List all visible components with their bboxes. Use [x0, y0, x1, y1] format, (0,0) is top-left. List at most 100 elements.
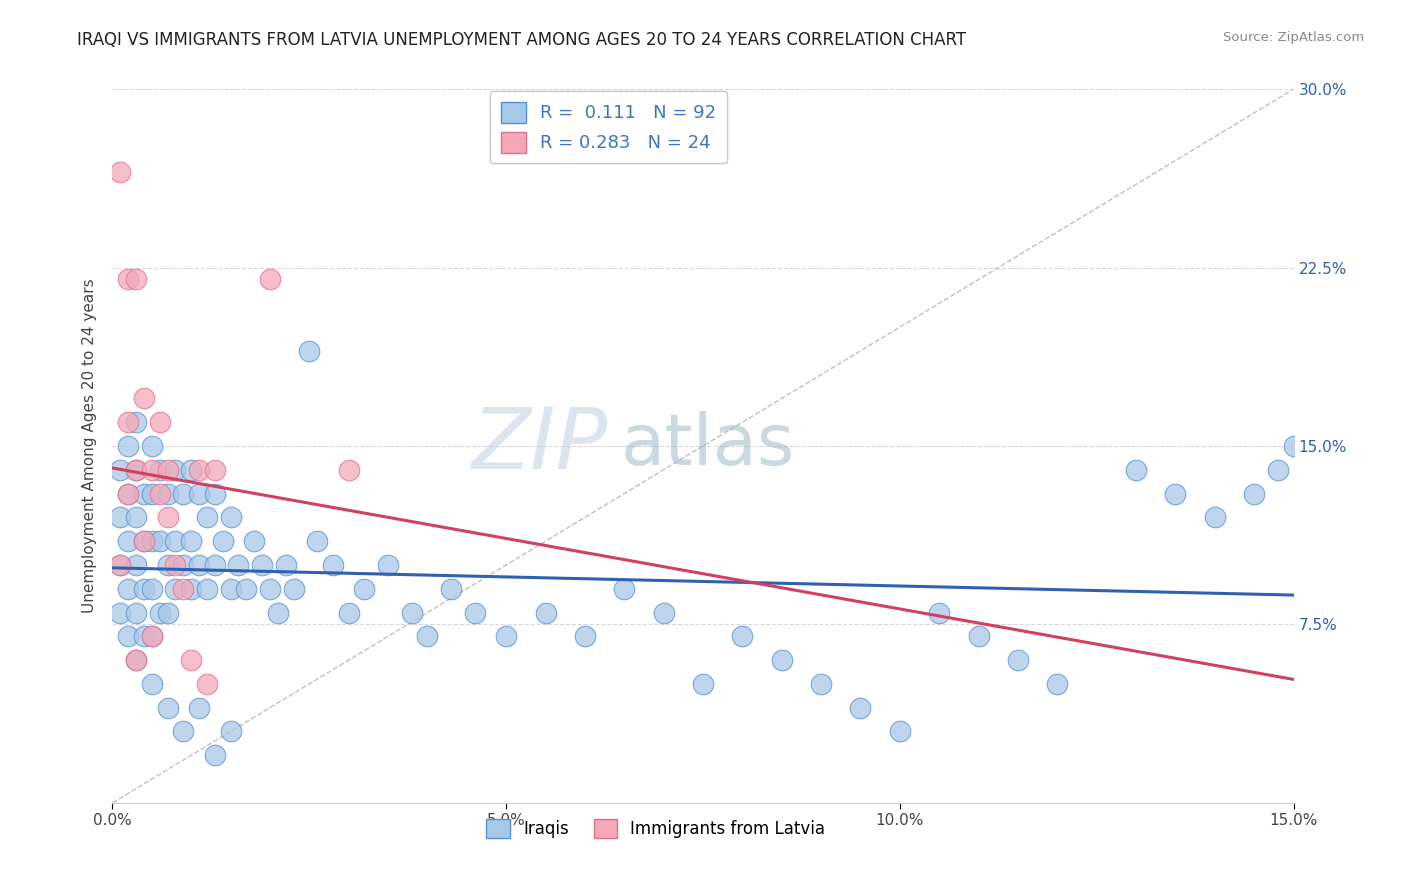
- Point: [117, 629, 139, 643]
- Point: [204, 486, 226, 500]
- Point: [165, 558, 187, 572]
- Point: [132, 582, 155, 596]
- Point: [188, 700, 211, 714]
- Point: [172, 582, 194, 596]
- Point: [156, 510, 179, 524]
- Point: [204, 748, 226, 763]
- Point: [125, 653, 148, 667]
- Point: [267, 606, 290, 620]
- Text: Source: ZipAtlas.com: Source: ZipAtlas.com: [1223, 31, 1364, 45]
- Point: [219, 724, 242, 739]
- Point: [156, 558, 179, 572]
- Point: [156, 700, 179, 714]
- Point: [298, 343, 321, 358]
- Point: [149, 415, 172, 429]
- Point: [125, 653, 148, 667]
- Point: [204, 463, 226, 477]
- Point: [110, 510, 132, 524]
- Point: [1125, 463, 1147, 477]
- Point: [307, 534, 329, 549]
- Point: [188, 558, 211, 572]
- Point: [165, 534, 187, 549]
- Point: [165, 582, 187, 596]
- Point: [534, 606, 557, 620]
- Point: [125, 558, 148, 572]
- Y-axis label: Unemployment Among Ages 20 to 24 years: Unemployment Among Ages 20 to 24 years: [82, 278, 97, 614]
- Point: [132, 486, 155, 500]
- Point: [141, 629, 163, 643]
- Point: [117, 582, 139, 596]
- Point: [1243, 486, 1265, 500]
- Point: [195, 582, 218, 596]
- Point: [180, 463, 202, 477]
- Point: [117, 439, 139, 453]
- Point: [132, 534, 155, 549]
- Point: [110, 606, 132, 620]
- Point: [141, 629, 163, 643]
- Legend: Iraqis, Immigrants from Latvia: Iraqis, Immigrants from Latvia: [479, 812, 832, 845]
- Point: [132, 392, 155, 406]
- Point: [156, 463, 179, 477]
- Point: [250, 558, 273, 572]
- Point: [149, 534, 172, 549]
- Point: [180, 653, 202, 667]
- Point: [141, 463, 163, 477]
- Point: [117, 486, 139, 500]
- Point: [228, 558, 250, 572]
- Point: [141, 677, 163, 691]
- Point: [1282, 439, 1305, 453]
- Point: [1267, 463, 1289, 477]
- Point: [353, 582, 375, 596]
- Point: [283, 582, 305, 596]
- Point: [141, 486, 163, 500]
- Point: [149, 486, 172, 500]
- Text: ZIP: ZIP: [472, 404, 609, 488]
- Point: [613, 582, 636, 596]
- Point: [117, 415, 139, 429]
- Point: [156, 606, 179, 620]
- Point: [464, 606, 486, 620]
- Point: [132, 629, 155, 643]
- Point: [337, 606, 360, 620]
- Point: [849, 700, 872, 714]
- Point: [117, 272, 139, 286]
- Point: [211, 534, 233, 549]
- Point: [125, 415, 148, 429]
- Point: [928, 606, 950, 620]
- Point: [810, 677, 832, 691]
- Point: [219, 582, 242, 596]
- Text: IRAQI VS IMMIGRANTS FROM LATVIA UNEMPLOYMENT AMONG AGES 20 TO 24 YEARS CORRELATI: IRAQI VS IMMIGRANTS FROM LATVIA UNEMPLOY…: [77, 31, 966, 49]
- Point: [195, 510, 218, 524]
- Point: [110, 165, 132, 179]
- Point: [172, 486, 194, 500]
- Point: [259, 272, 281, 286]
- Point: [188, 486, 211, 500]
- Point: [141, 582, 163, 596]
- Point: [125, 463, 148, 477]
- Point: [440, 582, 463, 596]
- Point: [274, 558, 297, 572]
- Point: [125, 606, 148, 620]
- Point: [110, 558, 132, 572]
- Point: [495, 629, 517, 643]
- Point: [132, 534, 155, 549]
- Point: [1007, 653, 1029, 667]
- Point: [1164, 486, 1187, 500]
- Point: [195, 677, 218, 691]
- Point: [416, 629, 439, 643]
- Point: [141, 439, 163, 453]
- Point: [574, 629, 596, 643]
- Point: [172, 558, 194, 572]
- Point: [377, 558, 399, 572]
- Point: [125, 510, 148, 524]
- Point: [219, 510, 242, 524]
- Point: [243, 534, 266, 549]
- Point: [110, 463, 132, 477]
- Point: [889, 724, 911, 739]
- Point: [259, 582, 281, 596]
- Point: [731, 629, 754, 643]
- Point: [188, 463, 211, 477]
- Point: [180, 582, 202, 596]
- Point: [172, 724, 194, 739]
- Point: [117, 534, 139, 549]
